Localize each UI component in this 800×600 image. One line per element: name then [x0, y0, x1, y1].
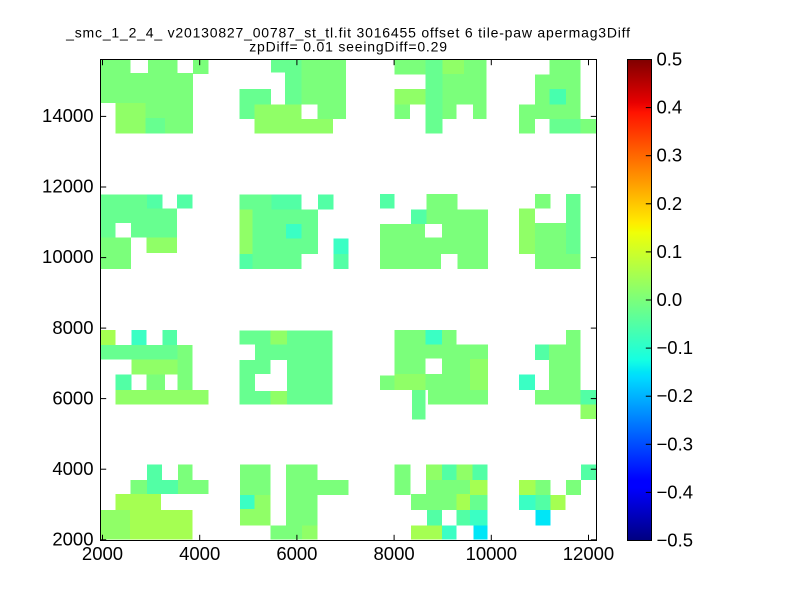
svg-text:2000: 2000 [82, 543, 123, 564]
svg-text:6000: 6000 [52, 387, 93, 408]
svg-text:−0.2: −0.2 [657, 385, 694, 406]
svg-text:−0.3: −0.3 [657, 433, 694, 454]
svg-text:0.3: 0.3 [657, 145, 683, 166]
svg-text:10000: 10000 [42, 246, 93, 267]
svg-text:0.1: 0.1 [657, 241, 683, 262]
svg-text:4000: 4000 [179, 543, 220, 564]
svg-text:4000: 4000 [52, 458, 93, 479]
svg-text:0.4: 0.4 [657, 97, 683, 118]
svg-text:6000: 6000 [276, 543, 317, 564]
svg-text:−0.4: −0.4 [657, 481, 694, 502]
svg-text:0.0: 0.0 [657, 289, 683, 310]
svg-text:0.2: 0.2 [657, 193, 683, 214]
svg-text:2000: 2000 [52, 529, 93, 550]
svg-text:10000: 10000 [466, 543, 517, 564]
svg-text:8000: 8000 [52, 317, 93, 338]
svg-text:12000: 12000 [42, 176, 93, 197]
svg-text:−0.5: −0.5 [657, 530, 694, 551]
svg-text:_smc_1_2_4_ v20130827_00787_st: _smc_1_2_4_ v20130827_00787_st_tl.fit 30… [65, 25, 631, 41]
svg-text:8000: 8000 [374, 543, 415, 564]
svg-text:zpDiff= 0.01 seeingDiff=0.29: zpDiff= 0.01 seeingDiff=0.29 [249, 38, 448, 54]
svg-text:14000: 14000 [42, 105, 93, 126]
svg-text:12000: 12000 [563, 543, 614, 564]
svg-text:0.5: 0.5 [657, 49, 683, 70]
svg-text:−0.1: −0.1 [657, 337, 694, 358]
